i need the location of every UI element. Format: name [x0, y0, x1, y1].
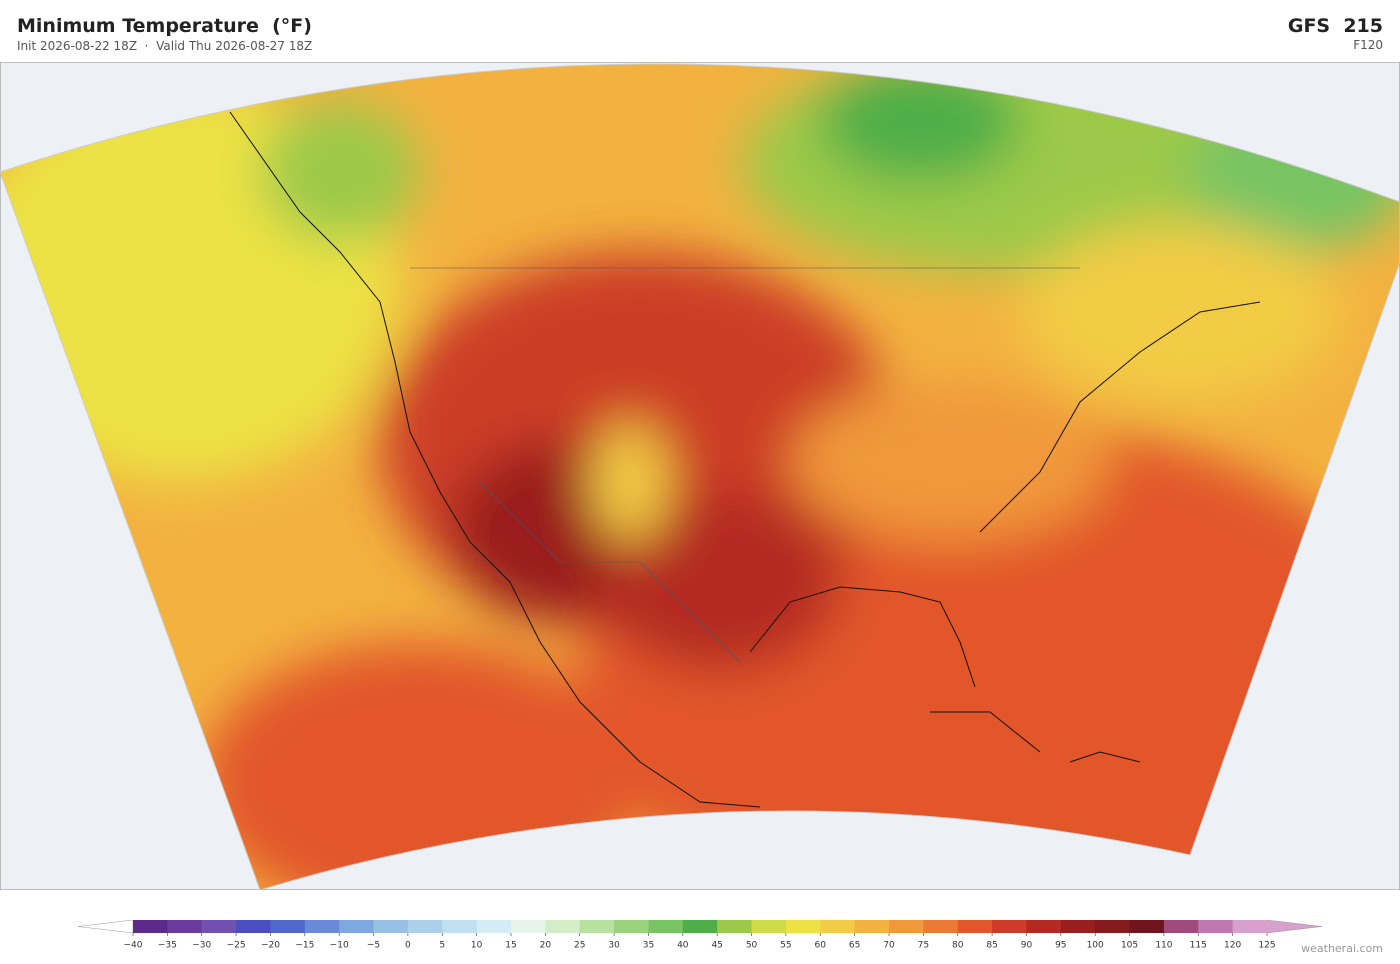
tick-label: 25: [574, 941, 585, 951]
tick-label: −15: [295, 941, 314, 951]
tick-label: 35: [643, 941, 654, 951]
color-bin: [339, 920, 375, 933]
tick-label: −40: [124, 941, 143, 951]
color-bin: [133, 920, 168, 933]
subtitle: Init 2026-08-22 18Z · Valid Thu 2026-08-…: [17, 39, 313, 53]
color-bin: [1129, 920, 1165, 933]
color-bin: [889, 920, 924, 933]
color-bin: [236, 920, 271, 933]
tick-label: −25: [227, 941, 246, 951]
color-bin: [511, 920, 546, 933]
color-bin: [923, 920, 959, 933]
colorbar: −40 −35 −30 −25 −20 −15 −10 −5 0 5 10 15 20 25 30 35 40 4…: [77, 919, 1323, 951]
tick-label: 75: [918, 941, 929, 951]
tick-label: 40: [677, 941, 689, 951]
color-bin: [579, 920, 615, 933]
tick-label: 90: [1021, 941, 1033, 951]
credit: weatherai.com: [1301, 942, 1383, 955]
color-bin: [785, 920, 821, 933]
tick-label: 80: [952, 941, 964, 951]
tick-label: 65: [849, 941, 860, 951]
tick-label: 70: [883, 941, 895, 951]
color-bin: [1198, 920, 1234, 933]
color-bin: [854, 920, 890, 933]
tick-label: 45: [711, 941, 722, 951]
tick-label: 60: [815, 941, 827, 951]
tick-label: −35: [158, 941, 177, 951]
color-bin: [1026, 920, 1062, 933]
color-bin: [1163, 920, 1199, 933]
color-bin: [373, 920, 409, 933]
color-bin: [717, 920, 753, 933]
tick-label: 115: [1190, 941, 1207, 951]
tick-label: −5: [367, 941, 380, 951]
tick-label: −20: [261, 941, 280, 951]
color-bin: [476, 920, 512, 933]
tick-label: −30: [192, 941, 211, 951]
forecast-hour: F120: [1353, 38, 1383, 52]
color-bin: [304, 920, 340, 933]
color-bin: [957, 920, 993, 933]
tick-label: 95: [1055, 941, 1066, 951]
color-bin: [442, 920, 478, 933]
model: GFS 215: [1287, 15, 1383, 37]
color-bin: [992, 920, 1027, 933]
color-bin: [648, 920, 684, 933]
tick-label: 20: [540, 941, 552, 951]
tick-label: 120: [1224, 941, 1241, 951]
tick-label: 10: [471, 941, 483, 951]
color-bin: [820, 920, 856, 933]
color-bin: [614, 920, 649, 933]
tick-label: 55: [780, 941, 791, 951]
color-bin: [201, 920, 237, 933]
extend-high: [1266, 919, 1323, 934]
tick-label: 15: [505, 941, 516, 951]
tick-label: 105: [1121, 941, 1138, 951]
tick-label: −10: [330, 941, 349, 951]
title: Minimum Temperature (°F): [17, 15, 312, 37]
color-bin: [545, 920, 581, 933]
color-bin: [751, 920, 787, 933]
tick-label: 125: [1258, 941, 1275, 951]
color-bin: [270, 920, 306, 933]
tick-label: 0: [405, 941, 411, 951]
borders: [410, 267, 1080, 663]
color-bin: [407, 920, 443, 933]
tick-label: 100: [1087, 941, 1104, 951]
tick-label: 50: [746, 941, 758, 951]
tick-label: 30: [608, 941, 620, 951]
color-bin: [682, 920, 718, 933]
tick-label: 85: [986, 941, 997, 951]
color-bin: [167, 920, 203, 933]
map: [0, 62, 1400, 890]
coastlines: [229, 111, 1261, 808]
color-bin: [1095, 920, 1131, 933]
color-bin: [1060, 920, 1096, 933]
tick-label: 110: [1155, 941, 1172, 951]
extend-low: [77, 919, 134, 934]
tick-label: 5: [439, 941, 445, 951]
color-bin: [1232, 920, 1268, 933]
